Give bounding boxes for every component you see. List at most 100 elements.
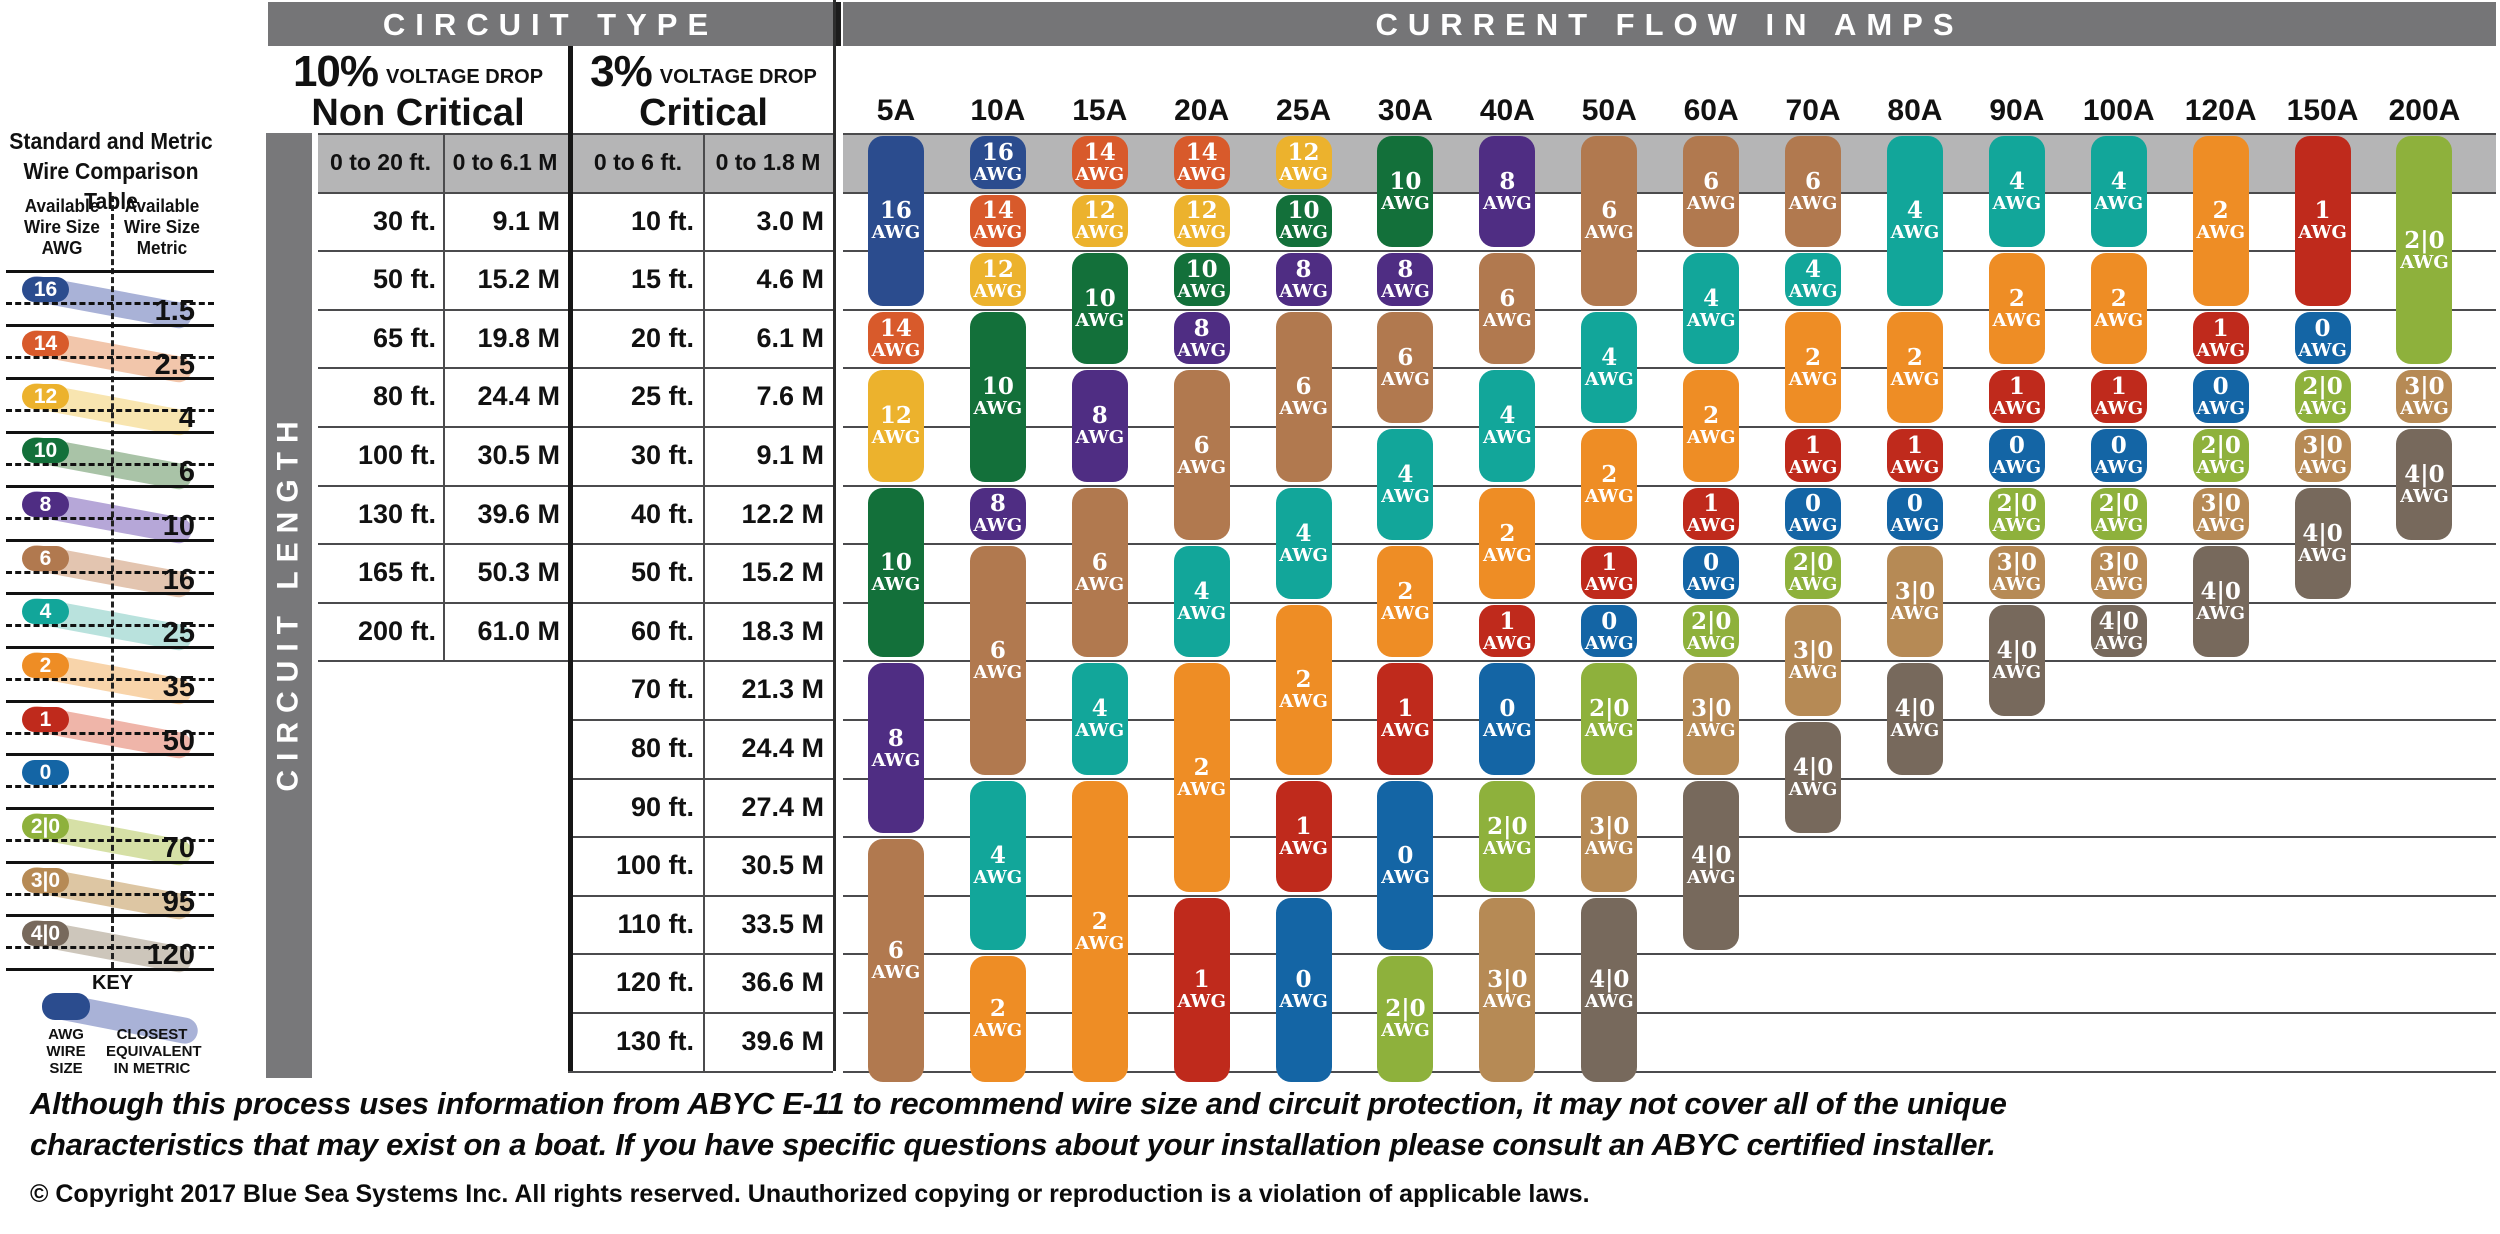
wire-bar-gauge: 1: [1499, 607, 1516, 635]
wire-bar-60A-1: 1 AWG: [1683, 487, 1740, 541]
length-cell-c-ft: 130 ft.: [615, 1026, 694, 1056]
wire-bar-20A-10: 10 AWG: [1173, 253, 1230, 306]
length-cell-nc-ft: 200 ft.: [357, 615, 436, 646]
wire-bar-gauge: 1: [1906, 431, 1923, 459]
wire-bar-unit: AWG: [1890, 720, 1940, 742]
wire-bar-50A-1: 1 AWG: [1581, 546, 1638, 599]
sidebar-row-line: [6, 538, 214, 542]
wire-bar-unit: AWG: [1788, 515, 1838, 537]
wire-bar-gauge: 3|0: [1589, 812, 1630, 840]
wire-bar-unit: AWG: [1381, 368, 1430, 390]
length-cell-c-ft: 20 ft.: [630, 322, 694, 353]
amp-column-label: 25A: [1276, 94, 1332, 127]
wire-bar-10A-6: 6 AWG: [969, 546, 1026, 775]
wire-bar-gauge: 4: [1906, 197, 1923, 225]
length-cell-c-ft: 110 ft.: [617, 908, 694, 939]
length-cell-c-ft: 80 ft.: [630, 733, 694, 763]
length-cell-c-m: 36.6 M: [741, 967, 824, 998]
wire-bar-unit: AWG: [1584, 486, 1634, 508]
wire-bar-unit: AWG: [973, 866, 1023, 888]
wire-bar-90A-4: 4 AWG: [1988, 136, 2045, 248]
wire-bar-unit: AWG: [2298, 398, 2347, 420]
wire-bar-60A-2: 2 AWG: [1683, 370, 1740, 482]
wire-bar-gauge: 2|0: [2302, 373, 2343, 401]
wire-bar-gauge: 4: [1397, 461, 1414, 489]
wire-bar-5A-16: 16 AWG: [867, 136, 924, 306]
wire-bar-unit: AWG: [1279, 691, 1328, 713]
gridline-right: [843, 777, 2496, 780]
sidebar-row-line: [6, 592, 214, 596]
wire-bar-gauge: 1: [2008, 373, 2025, 401]
wire-bar-100A-4: 4 AWG: [2090, 136, 2147, 248]
wire-bar-unit: AWG: [2094, 632, 2144, 654]
wire-bar-40A-4: 4 AWG: [1479, 370, 1536, 482]
wire-bar-unit: AWG: [1075, 720, 1125, 742]
wire-bar-gauge: 6: [1499, 285, 1516, 313]
wire-bar-gauge: 2: [1601, 461, 1618, 489]
sidebar-row-line: [6, 699, 214, 703]
wire-bar-unit: AWG: [1584, 632, 1634, 654]
gridline-right: [843, 601, 2496, 604]
length-cell-c-m: 15.2 M: [741, 557, 824, 588]
wire-bar-70A-1: 1 AWG: [1785, 429, 1842, 482]
wire-bar-unit: AWG: [1483, 427, 1532, 449]
gridline-left: [318, 426, 833, 428]
wire-bar-20A-2: 2 AWG: [1173, 663, 1230, 892]
wire-bar-25A-0: 0 AWG: [1275, 897, 1332, 1082]
wire-bar-150A-1: 1 AWG: [2294, 136, 2351, 306]
metric-value: 16: [162, 563, 195, 596]
length-cell-nc-m: 0 to 6.1 M: [452, 149, 558, 175]
wire-bar-gauge: 8: [1193, 314, 1210, 342]
length-cell-nc-ft: 50 ft.: [372, 264, 436, 295]
wire-bar-gauge: 2: [1295, 666, 1312, 694]
wire-bar-unit: AWG: [1686, 515, 1736, 537]
wire-bar-30A-6: 6 AWG: [1377, 311, 1434, 423]
wire-bar-unit: AWG: [1788, 280, 1838, 302]
wire-bar-gauge: 1: [2110, 373, 2127, 401]
sidebar-row-dashed-line: [6, 355, 214, 359]
wire-bar-unit: AWG: [871, 961, 921, 983]
wire-bar-unit: AWG: [973, 280, 1023, 302]
wire-bar-gauge: 0: [1703, 548, 1720, 576]
wire-bar-90A-3-0: 3|0 AWG: [1988, 546, 2045, 599]
wire-bar-gauge: 2: [1499, 519, 1516, 547]
wire-bar-5A-6: 6 AWG: [867, 839, 924, 1082]
awg-pill: 4: [22, 599, 69, 625]
wire-bar-unit: AWG: [1483, 837, 1532, 859]
wire-bar-gauge: 3|0: [1487, 966, 1528, 994]
gridline-right: [843, 543, 2496, 546]
wire-bar-gauge: 8: [887, 724, 904, 752]
length-cell-nc-m: 30.5 M: [477, 440, 560, 470]
wire-bar-20A-8: 8 AWG: [1173, 311, 1230, 365]
wire-bar-80A-3-0: 3|0 AWG: [1886, 546, 1943, 658]
wire-bar-unit: AWG: [2298, 222, 2347, 244]
wire-bar-unit: AWG: [973, 1020, 1023, 1042]
wire-bar-50A-0: 0 AWG: [1581, 604, 1638, 658]
length-cell-c-ft: 0 to 6 ft.: [593, 149, 683, 175]
wire-bar-120A-0: 0 AWG: [2192, 370, 2249, 423]
amp-column-label: 60A: [1683, 94, 1739, 127]
metric-value: 2.5: [154, 348, 195, 381]
wire-bar-10A-16: 16 AWG: [969, 136, 1026, 189]
gridline-right: [843, 1070, 2496, 1073]
wire-bar-50A-4-0: 4|0 AWG: [1581, 897, 1638, 1082]
gridline-left: [568, 719, 833, 721]
metric-value: 25: [162, 617, 195, 650]
wire-bar-unit: AWG: [1279, 222, 1328, 244]
wire-bar-120A-4-0: 4|0 AWG: [2192, 546, 2249, 658]
wire-bar-unit: AWG: [1584, 222, 1634, 244]
wire-bar-unit: AWG: [1686, 866, 1736, 888]
sidebar-row-line: [6, 914, 214, 918]
wire-bar-gauge: 2: [1193, 754, 1210, 782]
wire-bar-unit: AWG: [1788, 779, 1838, 801]
non-critical-percent: 10%: [292, 47, 379, 96]
length-cell-c-m: 7.6 M: [756, 381, 824, 412]
gridline-right: [843, 1012, 2496, 1014]
length-cell-c-m: 3.0 M: [756, 205, 824, 236]
amp-column-label: 70A: [1785, 94, 1841, 127]
wire-bar-gauge: 0: [2008, 431, 2025, 459]
non-critical-name: Non Critical: [311, 92, 525, 134]
length-cell-c-ft: 60 ft.: [630, 615, 694, 646]
sidebar-row-line: [6, 431, 214, 435]
